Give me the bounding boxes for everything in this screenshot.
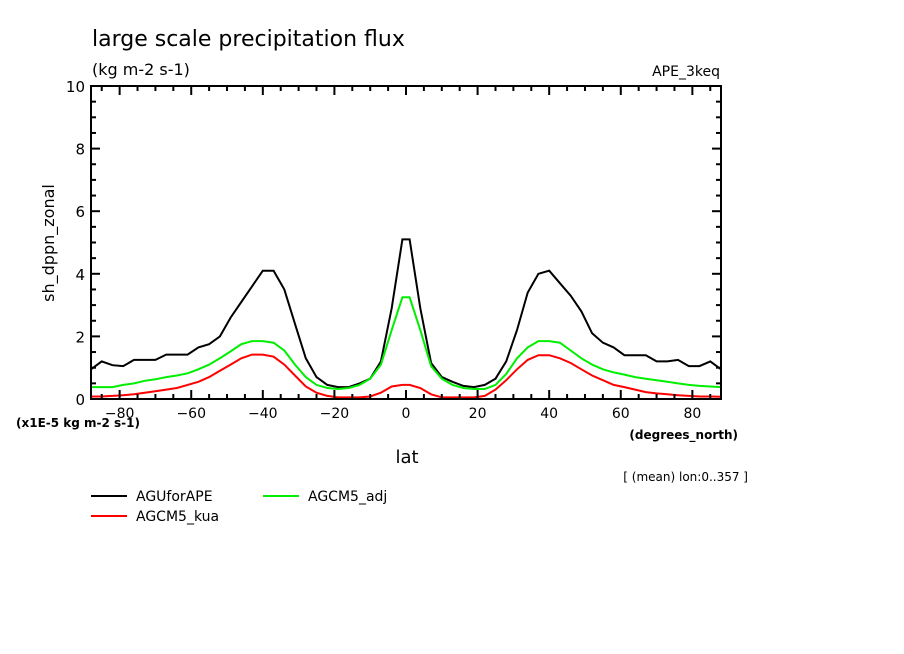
x-axis-label: lat [395,447,418,468]
average-note: [ (mean) lon:0..357 ] [623,470,748,484]
legend-label-agcm5-kua: AGCM5_kua [136,509,219,525]
y-axis-label: sh_dppn_zonal [39,184,59,302]
x-tick-label: −60 [176,406,206,422]
x-tick-label: −80 [105,406,135,422]
x-tick-label: 0 [402,406,411,422]
x-axis-units: (degrees_north) [629,428,738,443]
y-tick-label: 6 [75,203,85,221]
x-tick-label: 80 [683,406,701,422]
y-tick-label: 10 [66,78,85,96]
experiment-label: APE_3keq [652,64,720,80]
legend: AGUforAPE AGCM5_adj AGCM5_kua [91,489,387,525]
series-line-aguforape [90,238,722,389]
y-scale-note: (x1E-5 kg m-2 s-1) [16,416,140,430]
legend-label-aguforape: AGUforAPE [136,489,213,505]
legend-label-agcm5-adj: AGCM5_adj [308,489,387,505]
x-tick-label: 40 [540,406,558,422]
x-tick-label: −40 [248,406,278,422]
chart-subtitle: (kg m-2 s-1) [92,60,190,79]
series-line-agcm5-kua [91,353,722,399]
series-line-agcm5-adj [91,296,722,391]
x-tick-label: 20 [469,406,487,422]
plot-lines [90,238,722,399]
y-tick-label: 8 [75,141,85,159]
x-tick-label: −20 [320,406,350,422]
axes: −80 −60 −40 −20 0 20 40 60 80 0 2 4 6 8 10 [66,78,722,422]
x-tick-label: 60 [612,406,630,422]
y-tick-label: 0 [75,391,85,409]
y-tick-label: 2 [75,328,85,346]
y-tick-label: 4 [75,266,85,284]
chart-title: large scale precipitation flux [92,27,405,52]
